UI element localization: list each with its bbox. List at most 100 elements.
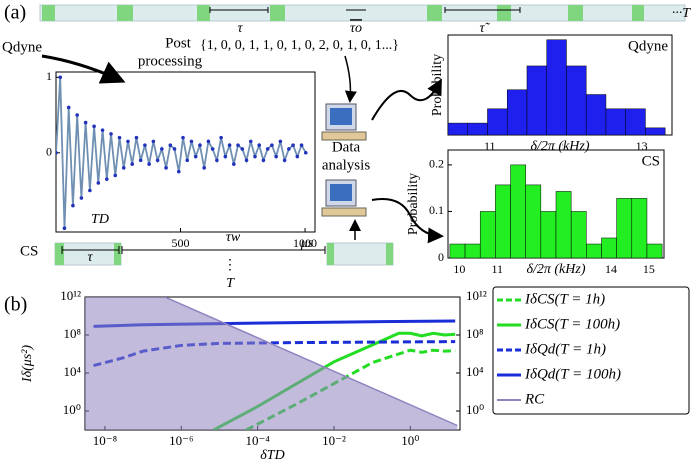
histogram-bar bbox=[586, 243, 602, 259]
x-tick-label: 12 bbox=[560, 139, 572, 153]
histogram-bar bbox=[449, 243, 466, 259]
legend-label: RC bbox=[524, 391, 545, 407]
data-point bbox=[151, 139, 156, 144]
data-point bbox=[232, 162, 236, 166]
data-point bbox=[88, 188, 92, 193]
chart-title: Qdyne bbox=[628, 38, 668, 54]
data-point bbox=[138, 158, 143, 163]
data-point bbox=[291, 143, 295, 148]
data-point bbox=[134, 135, 139, 140]
analysis-label: analysis bbox=[322, 157, 370, 173]
data-point bbox=[96, 181, 101, 185]
data-point bbox=[181, 135, 185, 140]
timeline bbox=[39, 4, 686, 22]
series-line bbox=[164, 297, 458, 427]
series-line bbox=[56, 77, 307, 229]
y2-tick-label: 10⁰ bbox=[466, 402, 484, 417]
x-tick-label: 1000 bbox=[293, 236, 317, 250]
y-tick-label: 0 bbox=[438, 250, 444, 264]
data-point bbox=[282, 158, 287, 163]
histogram-bar bbox=[479, 211, 496, 259]
histogram-bar bbox=[566, 65, 587, 136]
plot-area bbox=[56, 75, 308, 231]
data-point bbox=[189, 139, 194, 144]
y-axis-label: Iδ(μs²) bbox=[20, 345, 35, 384]
y-tick-label: 0.2 bbox=[429, 157, 444, 171]
x-tick-label: 10⁻⁴ bbox=[245, 433, 270, 448]
data-point bbox=[66, 105, 71, 110]
data-point bbox=[227, 143, 232, 148]
data-point bbox=[155, 158, 160, 163]
x-tick-label: 13 bbox=[636, 139, 648, 153]
data-point bbox=[219, 135, 223, 140]
histogram-bar bbox=[616, 198, 633, 259]
data-point bbox=[274, 154, 278, 159]
timeline-end: ···T bbox=[672, 6, 692, 21]
legend-box bbox=[492, 286, 690, 415]
x-tick-label: 10 bbox=[453, 262, 465, 276]
y-tick-label: 0.1 bbox=[429, 203, 444, 217]
dots: ⋮ bbox=[223, 258, 237, 273]
data-label: Data bbox=[332, 139, 361, 155]
x-tick-label: 500 bbox=[172, 236, 190, 250]
data-point bbox=[253, 154, 257, 159]
y2-tick-label: 10⁸ bbox=[466, 326, 484, 341]
y-tick-label: 10⁸ bbox=[63, 326, 81, 341]
tau-w-label: τw bbox=[226, 230, 241, 245]
x-tick-label: 15 bbox=[643, 262, 655, 276]
data-point bbox=[71, 203, 75, 208]
histogram-bar bbox=[546, 39, 567, 136]
y-tick-label: 10⁴ bbox=[63, 364, 81, 379]
data-point bbox=[303, 150, 308, 155]
x-axis-label: δTD bbox=[260, 448, 284, 463]
histogram-bar bbox=[540, 211, 557, 259]
tau-label: τ bbox=[237, 21, 243, 36]
qdyne-label: Qdyne bbox=[2, 39, 42, 55]
histogram-bar bbox=[625, 108, 646, 136]
data-point bbox=[261, 158, 266, 163]
cs-label: CS bbox=[20, 243, 38, 259]
histogram-bar bbox=[487, 108, 508, 136]
x-axis-label: δ/2π (kHz) bbox=[530, 139, 589, 154]
computer-icon bbox=[321, 103, 367, 217]
arrow bbox=[371, 198, 444, 244]
histogram-bar bbox=[464, 243, 481, 259]
x-axis-label: δ/2π (kHz) bbox=[526, 262, 585, 277]
x-tick-label: 10⁰ bbox=[401, 433, 419, 448]
histogram-bar bbox=[631, 198, 648, 259]
data-point bbox=[287, 147, 291, 151]
data-point bbox=[172, 147, 177, 151]
x-tick-label: 10⁻⁶ bbox=[169, 433, 193, 448]
panel-label: (b) bbox=[4, 294, 27, 316]
arrow bbox=[371, 78, 442, 121]
area-fill bbox=[85, 297, 458, 430]
data-point bbox=[270, 143, 274, 148]
histogram-bar bbox=[495, 184, 511, 259]
data-point bbox=[164, 166, 168, 170]
data-point bbox=[193, 154, 198, 159]
processing-label: processing bbox=[138, 53, 203, 69]
data-point bbox=[105, 177, 109, 181]
data-point bbox=[130, 162, 135, 166]
y-tick-label: 10⁰ bbox=[63, 402, 81, 417]
data-point bbox=[202, 166, 206, 170]
data-point bbox=[121, 166, 126, 170]
histogram-bar bbox=[605, 108, 626, 136]
data-point bbox=[223, 154, 228, 159]
cs-sequence bbox=[54, 242, 394, 266]
data-point bbox=[278, 139, 283, 144]
data-point bbox=[176, 169, 181, 174]
data-point bbox=[79, 196, 84, 200]
arrow bbox=[344, 55, 357, 103]
histogram-bar bbox=[646, 243, 663, 259]
data-point bbox=[198, 143, 202, 148]
y-tick-label: 1 bbox=[46, 69, 52, 83]
x-tick-label: 13 bbox=[567, 262, 579, 276]
data-point bbox=[83, 120, 88, 125]
y-tick-label: 0 bbox=[46, 145, 52, 159]
data-point bbox=[210, 147, 215, 151]
data-point bbox=[215, 158, 219, 163]
legend-label: IδQd(T = 100h) bbox=[524, 366, 621, 382]
data-point bbox=[236, 143, 240, 148]
data-point bbox=[299, 143, 304, 148]
